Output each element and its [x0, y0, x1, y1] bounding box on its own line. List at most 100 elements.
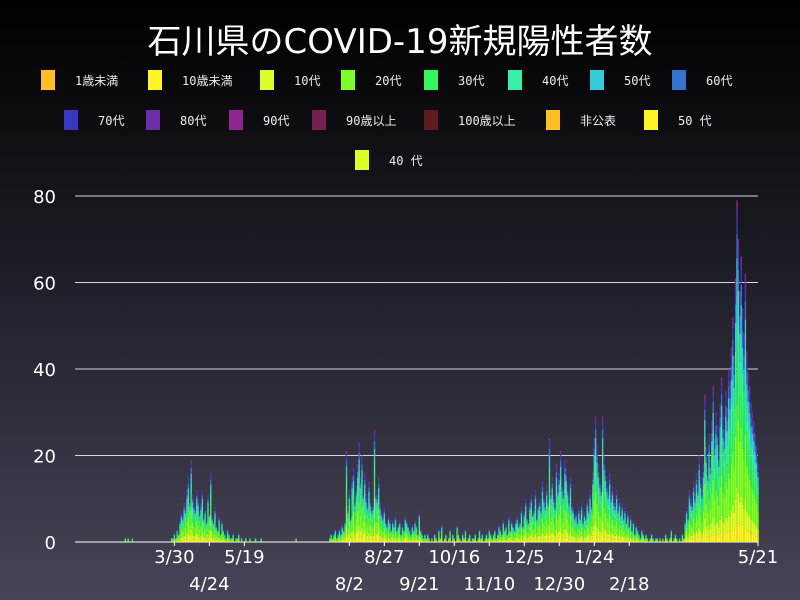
bar-segment	[364, 479, 366, 485]
bar-segment	[690, 503, 692, 507]
bar-segment	[343, 531, 345, 533]
legend-item[interactable]: 50代	[590, 70, 650, 90]
bar-segment	[343, 530, 345, 532]
bar-segment	[396, 541, 398, 542]
bar-segment	[371, 517, 373, 522]
bar-segment	[334, 536, 337, 540]
bar-segment	[617, 508, 619, 510]
bar-segment	[740, 285, 742, 306]
x-tick-label: 8/2	[335, 574, 364, 595]
bar-segment	[685, 521, 688, 529]
bar-segment	[219, 534, 222, 536]
legend-item[interactable]: 1歳未満	[41, 70, 118, 90]
bar-segment	[753, 522, 755, 535]
bar-segment	[208, 520, 211, 525]
bar-segment	[210, 514, 212, 531]
bar-segment	[561, 538, 563, 542]
bar-segment	[743, 338, 745, 345]
bar-segment	[540, 509, 542, 511]
bar-segment	[572, 510, 574, 514]
bar-segment	[732, 380, 734, 412]
bar-segment	[585, 540, 587, 542]
bar-segment	[747, 515, 749, 532]
bar-segment	[730, 401, 733, 430]
bar-segment	[687, 523, 689, 527]
bar-segment	[741, 348, 744, 374]
legend-item[interactable]: 50 代	[644, 110, 712, 130]
bar-segment	[530, 496, 532, 500]
bar-segment	[189, 535, 191, 540]
bar-segment	[372, 505, 374, 507]
bar-segment	[706, 475, 709, 481]
bar-segment	[403, 530, 405, 532]
bar-segment	[417, 536, 419, 539]
bar-segment	[359, 480, 362, 484]
bar-segment	[548, 500, 551, 526]
bar-segment	[645, 538, 647, 541]
bar-segment	[746, 431, 748, 466]
legend-item[interactable]: 100歳以上	[424, 110, 516, 130]
bar-segment	[712, 451, 714, 480]
bar-segment	[622, 537, 625, 541]
bar-segment	[618, 500, 621, 504]
legend-item[interactable]: 90代	[229, 110, 289, 130]
bar-segment	[757, 465, 759, 469]
legend-item[interactable]: 非公表	[546, 110, 616, 130]
bar-segment	[543, 534, 545, 540]
legend-item[interactable]: 30代	[424, 70, 484, 90]
legend-item[interactable]: 40 代	[355, 150, 423, 170]
bar-segment	[562, 492, 565, 496]
bar-segment	[498, 525, 500, 527]
bar-segment	[705, 456, 707, 464]
bar-segment	[232, 541, 234, 542]
bar-segment	[457, 534, 460, 535]
legend-swatch	[41, 70, 55, 90]
bar-segment	[330, 534, 332, 535]
legend-item[interactable]: 40代	[508, 70, 568, 90]
bar-segment	[496, 534, 499, 535]
legend-item[interactable]: 60代	[672, 70, 732, 90]
bar-segment	[748, 517, 751, 533]
bar-segment	[515, 533, 517, 539]
bar-segment	[744, 434, 747, 500]
bar-segment	[354, 506, 356, 511]
legend-item[interactable]: 80代	[146, 110, 206, 130]
bar-segment	[606, 498, 608, 507]
bar-segment	[408, 532, 411, 535]
bar-segment	[564, 482, 566, 495]
x-tick-label: 8/27	[364, 547, 404, 568]
bar-segment	[505, 540, 507, 542]
legend-item[interactable]: 90歳以上	[312, 110, 396, 130]
bar-segment	[685, 508, 688, 510]
bar-segment	[197, 539, 199, 542]
legend-item[interactable]: 10歳未満	[148, 70, 232, 90]
bar-segment	[641, 536, 643, 540]
bar-segment	[414, 526, 416, 530]
bar-segment	[527, 520, 530, 522]
bar-segment	[204, 521, 206, 529]
bar-segment	[236, 540, 239, 542]
bar-segment	[726, 414, 728, 422]
bar-segment	[699, 488, 702, 496]
bar-segment	[719, 403, 721, 407]
bar-segment	[604, 480, 607, 490]
bar-segment	[541, 498, 544, 507]
bar-segment	[559, 527, 562, 537]
bar-segment	[709, 528, 712, 538]
bar-segment	[477, 540, 479, 542]
bar-segment	[355, 485, 358, 487]
bar-segment	[702, 471, 705, 478]
bar-segment	[396, 531, 398, 533]
bar-segment	[754, 436, 756, 440]
bar-segment	[708, 535, 710, 542]
bar-segment	[683, 539, 685, 541]
bar-segment	[607, 533, 609, 539]
legend-item[interactable]: 10代	[260, 70, 320, 90]
legend-item[interactable]: 20代	[341, 70, 401, 90]
bar-segment	[747, 401, 749, 421]
bar-segment	[519, 520, 521, 522]
bar-segment	[215, 535, 218, 540]
legend-item[interactable]: 70代	[64, 110, 124, 130]
bar-segment	[732, 321, 734, 329]
bar-segment	[517, 525, 520, 526]
